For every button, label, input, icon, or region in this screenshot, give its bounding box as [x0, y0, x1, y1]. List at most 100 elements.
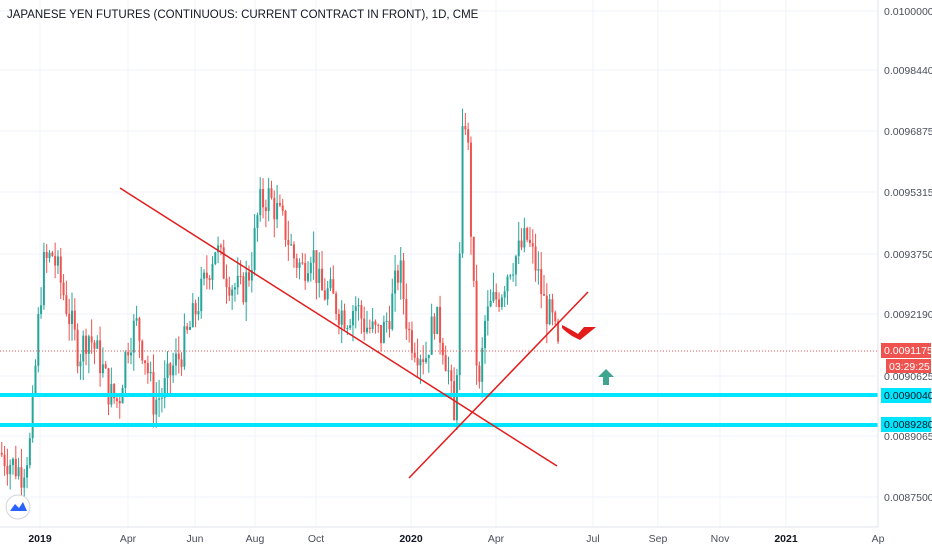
candle-body — [188, 327, 191, 330]
candle-body — [222, 247, 225, 279]
candle-body — [351, 311, 354, 326]
candle-body — [245, 272, 248, 303]
time-axis[interactable]: 2019 Apr Jun Aug Oct 2020 Apr Jul Sep Nov 2021 Ap — [28, 533, 884, 545]
candle-body — [346, 328, 349, 330]
candle-body — [281, 205, 284, 211]
candle-body — [360, 305, 363, 319]
arrow-up-icon — [598, 369, 614, 385]
candle-body — [368, 327, 371, 329]
candle-body — [231, 289, 234, 296]
candle-body — [144, 360, 147, 364]
candle-body — [478, 365, 481, 382]
candle-body — [99, 340, 102, 374]
candle-body — [62, 282, 65, 296]
candle-body — [439, 306, 442, 343]
candle-body — [17, 467, 20, 477]
candle-body — [172, 365, 175, 376]
candle-body — [228, 287, 231, 296]
tradingview-logo-icon[interactable] — [5, 494, 31, 520]
candle-body — [537, 269, 540, 271]
candle-body — [186, 326, 189, 330]
candle-body — [211, 264, 214, 280]
candle-body — [481, 348, 484, 382]
candle-body — [402, 260, 405, 299]
candle-body — [517, 240, 520, 257]
candle-body — [298, 262, 301, 268]
candle-body — [54, 255, 57, 266]
candle-body — [253, 227, 256, 271]
candle-body — [70, 310, 73, 324]
candle-body — [149, 371, 152, 374]
candle-body — [158, 398, 161, 400]
downtrend-line[interactable] — [119, 187, 558, 467]
candle-body — [138, 318, 141, 341]
candle-body — [197, 311, 200, 315]
candle-body — [450, 370, 453, 382]
candle-body — [205, 272, 208, 279]
price-tick-label: 0.0089065 — [884, 431, 932, 443]
price-tick-label: 0.0098440 — [884, 65, 932, 77]
candle-body — [250, 270, 253, 281]
candle-body — [85, 335, 88, 354]
candle-body — [180, 359, 183, 367]
candle-body — [113, 384, 116, 399]
candle-body — [73, 310, 76, 330]
candle-body — [194, 303, 197, 315]
candle-body — [93, 342, 96, 349]
countdown-tag: 03:29:25 — [886, 359, 931, 373]
candle-body — [104, 364, 107, 369]
candle-body — [270, 188, 273, 198]
candle-body — [292, 244, 295, 259]
candle-body — [391, 293, 394, 330]
candle-body — [233, 287, 236, 290]
candle-body — [48, 252, 51, 259]
last-price-tag: 0.0091175 — [881, 343, 932, 358]
candle-body — [408, 328, 411, 331]
candle-body — [422, 359, 425, 363]
candle-body — [239, 275, 242, 277]
candle-body — [26, 465, 29, 478]
candle-body — [155, 399, 158, 415]
time-tick-label: Aug — [246, 533, 265, 545]
candle-body — [335, 293, 338, 314]
level-tag-lower: 0.0089280 — [881, 417, 932, 432]
candle-body — [191, 303, 194, 328]
candle-body — [259, 189, 262, 216]
price-tick-label: 0.0093750 — [884, 249, 932, 261]
candle-body — [410, 330, 413, 353]
candle-body — [37, 314, 40, 366]
time-tick-label: Apr — [488, 533, 505, 545]
candle-body — [458, 253, 461, 376]
candle-body — [267, 188, 270, 211]
candle-body — [290, 244, 293, 246]
time-tick-label: Sep — [649, 533, 668, 545]
price-tick-label: 0.0096875 — [884, 126, 932, 138]
time-tick-label: Jul — [586, 533, 599, 545]
candle-body — [28, 438, 31, 466]
candle-body — [309, 262, 312, 274]
candle-body — [214, 252, 217, 265]
candle-body — [304, 262, 307, 281]
level-lower-value: 0.0089280 — [884, 419, 932, 431]
candle-body — [340, 310, 343, 325]
candle-body — [382, 321, 385, 343]
uptrend-line[interactable] — [408, 291, 589, 479]
candle-body — [295, 258, 298, 268]
candle-body — [264, 207, 267, 211]
candle-body — [380, 325, 383, 343]
candle-body — [79, 361, 82, 367]
candle-body — [430, 316, 433, 355]
chart-title: JAPANESE YEN FUTURES (CONTINUOUS: CURREN… — [7, 9, 479, 21]
candle-body — [486, 306, 489, 321]
candle-body — [489, 300, 492, 307]
candle-body — [31, 393, 34, 439]
candle-body — [242, 276, 245, 303]
candle-body — [472, 236, 475, 281]
candle-body — [377, 324, 380, 326]
candle-body — [461, 126, 464, 254]
candle-body — [413, 352, 416, 358]
candle-body — [528, 239, 531, 244]
candle-body — [396, 270, 399, 283]
candle-body — [329, 279, 332, 289]
candle-body — [416, 357, 419, 366]
